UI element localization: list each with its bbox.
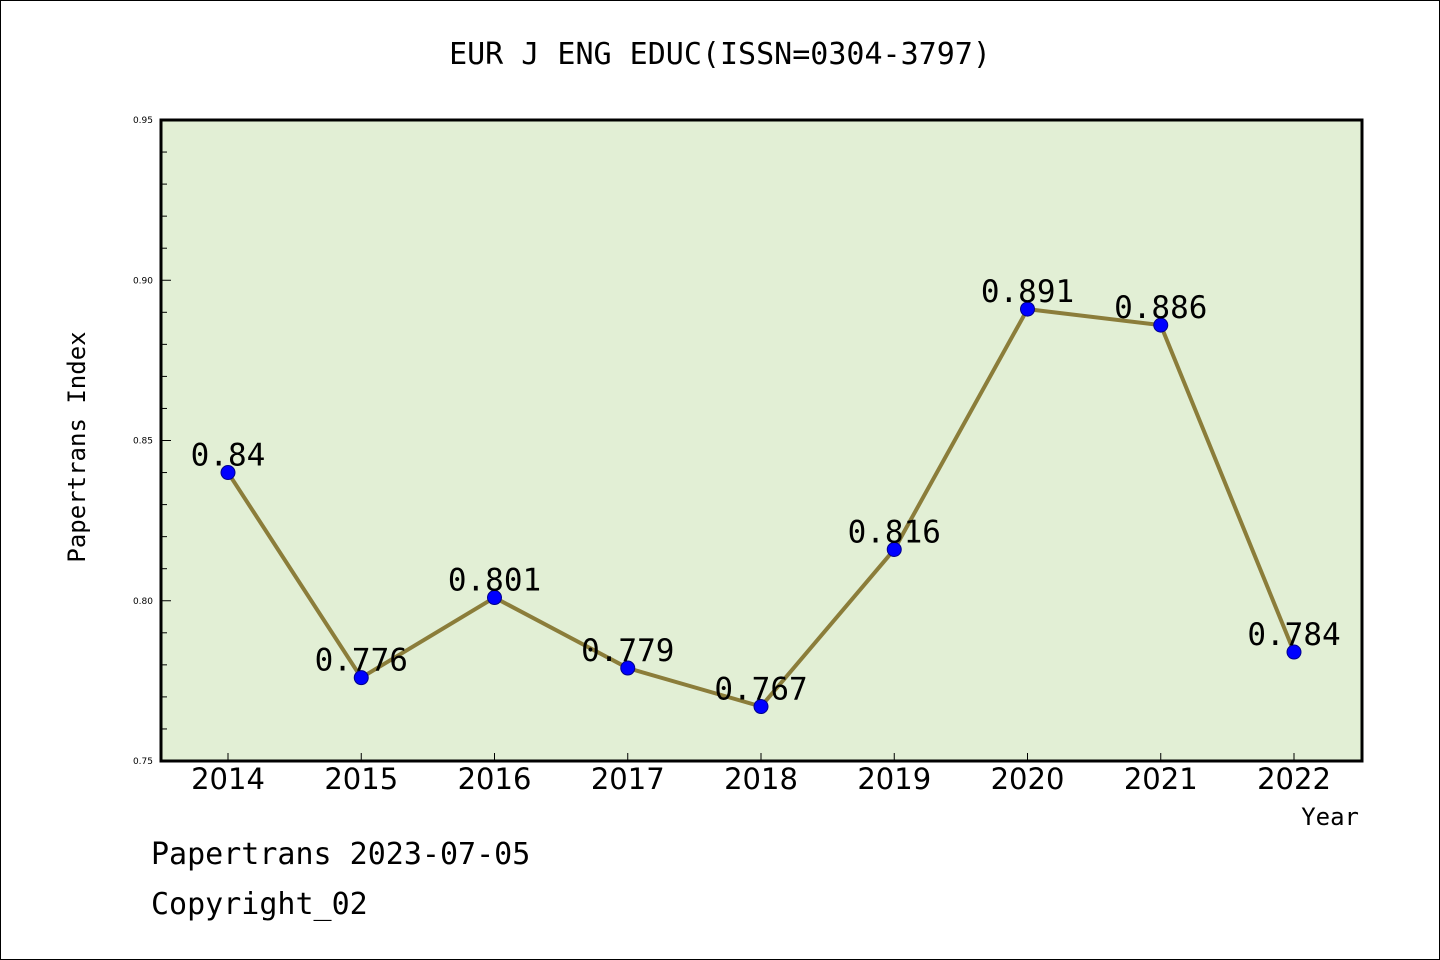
- x-tick-label: 2017: [591, 762, 665, 796]
- footer-copyright: Copyright_02: [151, 887, 368, 922]
- plot-frame: [159, 118, 1364, 763]
- x-tick-label: 2018: [724, 762, 798, 796]
- data-label: 0.779: [581, 633, 674, 669]
- data-label: 0.886: [1114, 290, 1207, 326]
- x-tick-label: 2021: [1124, 762, 1198, 796]
- x-tick-label: 2019: [857, 762, 931, 796]
- data-point: [753, 699, 769, 715]
- data-point: [1286, 644, 1302, 660]
- y-tick-label: 0.85: [133, 437, 153, 447]
- data-label: 0.776: [315, 643, 408, 679]
- y-axis-label: Papertrans Index: [63, 331, 91, 563]
- data-label: 0.816: [848, 514, 941, 550]
- y-tick-label: 0.90: [133, 276, 153, 286]
- y-tick-label: 0.80: [133, 597, 153, 607]
- y-tick-label: 0.75: [133, 757, 153, 767]
- x-tick-label: 2020: [991, 762, 1065, 796]
- x-tick-label: 2016: [458, 762, 532, 796]
- x-tick-label: 2014: [191, 762, 265, 796]
- data-label: 0.767: [714, 672, 807, 708]
- y-tick-label: 0.95: [133, 116, 153, 126]
- data-label: 0.891: [981, 274, 1074, 310]
- data-point: [886, 541, 902, 557]
- data-point: [620, 660, 636, 676]
- chart-title: EUR J ENG EDUC(ISSN=0304-3797): [449, 37, 991, 72]
- data-point: [1153, 317, 1169, 333]
- data-label: 0.84: [191, 438, 266, 474]
- x-tick-label: 2022: [1257, 762, 1331, 796]
- data-point: [353, 670, 369, 686]
- x-axis-label: Year: [1301, 803, 1359, 831]
- data-label: 0.801: [448, 563, 541, 599]
- data-point: [1020, 301, 1035, 317]
- plot-area: [161, 120, 1362, 761]
- data-point: [487, 590, 502, 606]
- data-point: [220, 465, 236, 481]
- data-label: 0.784: [1247, 617, 1340, 653]
- x-tick-label: 2015: [324, 762, 398, 796]
- footer-date: Papertrans 2023-07-05: [151, 837, 531, 872]
